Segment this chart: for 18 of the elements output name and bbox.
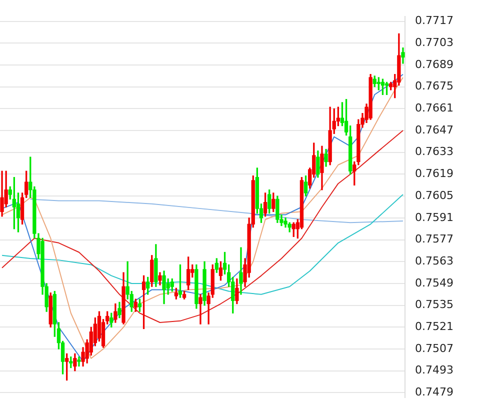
y-tick-label: 0.7493	[415, 364, 454, 377]
y-tick-label: 0.7521	[415, 320, 454, 334]
y-tick-label: 0.7717	[415, 14, 454, 28]
y-tick-label: 0.7507	[415, 342, 454, 355]
y-tick-label: 0.7479	[415, 386, 454, 399]
y-tick-label: 0.7633	[415, 145, 454, 158]
y-tick-label: 0.7675	[415, 80, 454, 93]
y-tick-label: 0.7703	[415, 36, 454, 49]
y-tick-label: 0.7535	[415, 298, 454, 312]
y-tick-label: 0.7647	[415, 123, 454, 136]
y-tick-label: 0.7661	[415, 102, 454, 115]
y-tick-label: 0.7605	[415, 188, 454, 202]
y-tick-label: 0.7549	[415, 276, 454, 290]
y-tick-label: 0.7563	[415, 254, 454, 268]
y-tick-label: 0.7689	[415, 58, 454, 71]
y-tick-label: 0.7619	[415, 167, 454, 180]
y-tick-label: 0.7577	[415, 232, 454, 246]
y-tick-label: 0.7591	[415, 210, 454, 224]
